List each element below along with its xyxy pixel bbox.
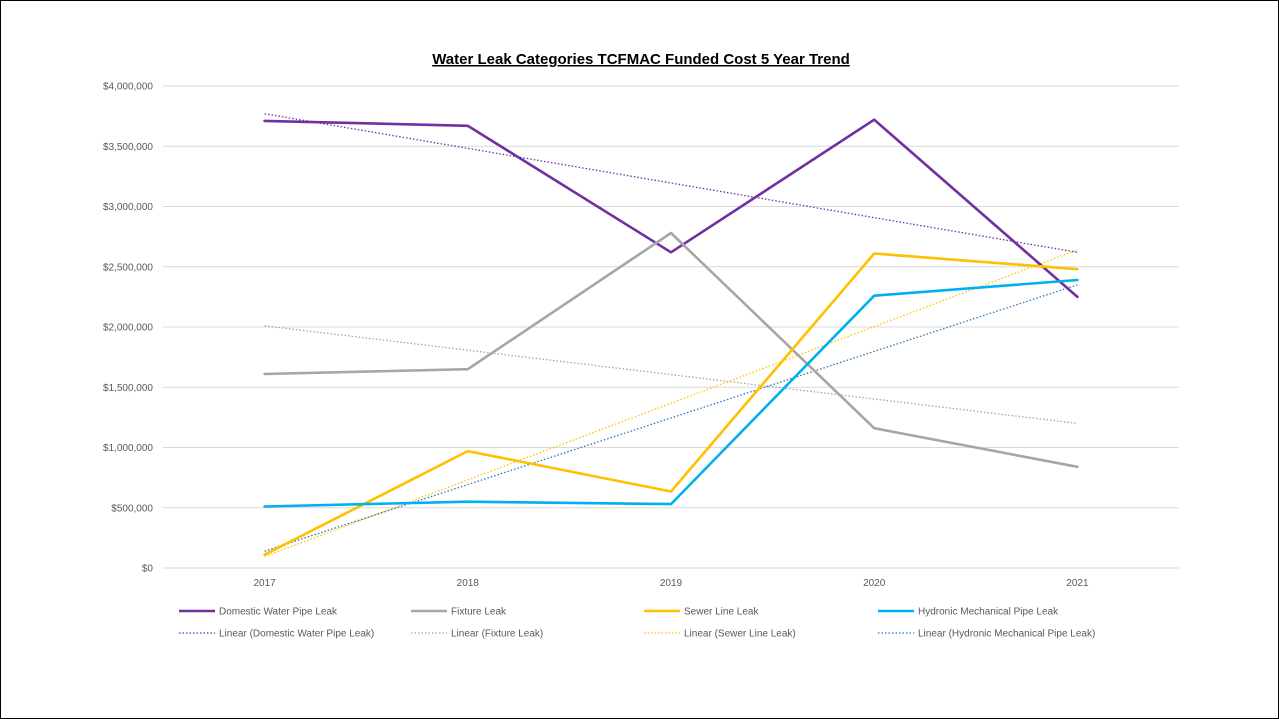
x-tick-label: 2018	[457, 578, 480, 589]
y-tick-label: $1,500,000	[103, 383, 153, 394]
y-tick-label: $1,000,000	[103, 443, 153, 454]
y-axis-tick-labels: $0 $500,000 $1,000,000 $1,500,000 $2,000,000…	[103, 82, 153, 575]
legend-label: Linear (Sewer Line Leak)	[684, 629, 796, 640]
legend-label: Fixture Leak	[451, 607, 507, 618]
x-axis-tick-labels: 2017 2018 2019 2020 2021	[253, 578, 1088, 589]
x-tick-label: 2019	[660, 578, 683, 589]
legend-label: Linear (Fixture Leak)	[451, 629, 543, 640]
trendlines	[264, 113, 1078, 558]
x-tick-label: 2017	[253, 578, 276, 589]
y-tick-label: $3,000,000	[103, 202, 153, 213]
legend: Domestic Water Pipe Leak Fixture Leak Sewe…	[179, 607, 1095, 640]
y-tick-label: $0	[142, 564, 154, 575]
x-tick-label: 2020	[863, 578, 886, 589]
x-tick-label: 2021	[1066, 578, 1089, 589]
trendline-linear-sewer-line-leak	[264, 249, 1078, 558]
legend-label: Linear (Hydronic Mechanical Pipe Leak)	[918, 629, 1095, 640]
data-series	[263, 118, 1079, 557]
legend-label: Linear (Domestic Water Pipe Leak)	[219, 629, 374, 640]
y-tick-label: $4,000,000	[103, 82, 153, 93]
grid-lines	[163, 85, 1179, 569]
trendline-linear-hydronic-mechanical-pipe-leak	[264, 284, 1078, 552]
series-line-domestic-water-pipe-leak	[263, 118, 1079, 299]
legend-label: Hydronic Mechanical Pipe Leak	[918, 607, 1059, 618]
chart-title: Water Leak Categories TCFMAC Funded Cost…	[432, 51, 850, 68]
trendline-linear-fixture-leak	[264, 325, 1078, 425]
series-line-fixture-leak	[263, 231, 1079, 469]
legend-label: Domestic Water Pipe Leak	[219, 607, 338, 618]
legend-label: Sewer Line Leak	[684, 607, 759, 618]
y-tick-label: $500,000	[111, 503, 153, 514]
series-line-sewer-line-leak	[263, 252, 1079, 557]
y-tick-label: $2,500,000	[103, 262, 153, 273]
y-tick-label: $2,000,000	[103, 323, 153, 334]
y-tick-label: $3,500,000	[103, 142, 153, 153]
trendline-linear-domestic-water-pipe-leak	[264, 113, 1078, 253]
series-line-hydronic-mechanical-pipe-leak	[263, 278, 1079, 508]
